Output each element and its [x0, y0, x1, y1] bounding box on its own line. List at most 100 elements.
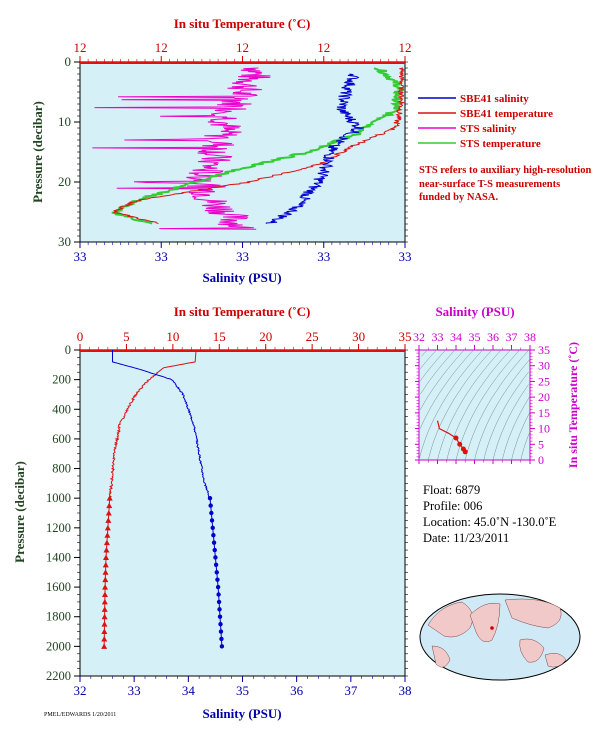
ts-temp-tick-label: 25	[538, 374, 550, 388]
top-sal-tick-label: 33	[317, 249, 330, 264]
bottom-temperature-marker	[101, 628, 108, 635]
location-row: Location: 45.0˚N -130.0˚E	[423, 514, 556, 530]
top-sal-tick-label: 33	[74, 249, 87, 264]
bottom-salinity-marker	[211, 540, 217, 545]
ts-title: Salinity (PSU)	[435, 304, 514, 319]
bottom-salinity-marker	[217, 607, 222, 612]
bottom-temperature-marker	[101, 643, 108, 649]
ts-temp-tick-label: 5	[538, 437, 544, 451]
ts-isopycnal-line	[419, 349, 474, 429]
bottom-salinity-marker	[215, 584, 221, 590]
ts-temp-tick-label: 15	[538, 406, 550, 420]
bottom-salinity-marker	[218, 629, 224, 634]
bottom-salinity-marker	[209, 518, 215, 523]
ts-temp-tick-label: 10	[538, 422, 550, 436]
bottom-y-tick-label: 400	[52, 402, 71, 416]
legend-note: STS refers to auxiliary high-resolution …	[419, 165, 592, 203]
top-sal-tick-label: 33	[399, 249, 412, 264]
bottom-sal-tick-label: 34	[182, 683, 196, 698]
bottom-salinity-marker	[218, 621, 223, 627]
ts-isopycnal-line	[421, 349, 428, 357]
ts-isopycnal-line	[420, 349, 456, 395]
top-temp-tick-label: 12	[317, 40, 330, 55]
ts-sal-tick-label: 37	[506, 330, 518, 344]
ts-isopycnal-line	[520, 431, 531, 461]
bottom-y-tick-label: 200	[52, 373, 71, 387]
bottom-temp-tick-label: 15	[213, 329, 226, 344]
svg-text:SBE41 temperature: SBE41 temperature	[460, 108, 553, 120]
legend-item-sts-salinity: STS salinity	[418, 123, 517, 135]
ts-point	[462, 449, 468, 455]
ts-isopycnal-line	[419, 349, 465, 410]
bottom-salinity-marker	[216, 599, 222, 605]
bottom-salinity-marker	[213, 562, 219, 568]
bottom-sal-tick-label: 37	[344, 683, 358, 698]
bottom-salinity-marker	[209, 510, 214, 516]
bottom-temp-tick-label: 30	[352, 329, 365, 344]
bottom-plot-area	[79, 349, 406, 677]
svg-text:STS temperature: STS temperature	[460, 138, 541, 150]
top-y-tick-label: 10	[58, 114, 71, 129]
bottom-temperature-marker	[101, 613, 108, 620]
float-info: Float: 6879 Profile: 006 Location: 45.0˚…	[423, 482, 556, 546]
bottom-temperature-marker	[106, 502, 113, 509]
float-label: Float:	[423, 483, 453, 497]
bottom-salinity-marker	[214, 570, 219, 575]
ts-isopycnal-line	[474, 359, 530, 461]
bottom-temperature-marker	[101, 621, 108, 627]
ts-temp-tick-label: 35	[538, 343, 550, 357]
ts-sal-tick-label: 34	[450, 330, 462, 344]
bottom-temperature-marker	[102, 576, 109, 583]
top-y-label: Pressure (decibar)	[30, 101, 45, 203]
ts-sal-tick-label: 38	[524, 330, 536, 344]
bottom-temp-tick-label: 35	[399, 329, 412, 344]
bottom-salinity-marker	[207, 495, 213, 501]
location-label: Location:	[423, 515, 471, 529]
bottom-sal-label: Salinity (PSU)	[202, 706, 281, 721]
top-sal-label: Salinity (PSU)	[202, 270, 281, 285]
bottom-temperature-marker	[102, 584, 109, 590]
bottom-sal-tick-label: 32	[74, 683, 87, 698]
bottom-sal-tick-label: 36	[290, 683, 304, 698]
bottom-salinity-marker	[213, 555, 218, 560]
ts-isopycnal-line	[419, 349, 437, 370]
bottom-y-tick-label: 800	[52, 462, 71, 476]
bottom-temperature-marker	[103, 539, 110, 546]
bottom-temperature-marker	[106, 495, 113, 501]
top-temp-tick-label: 12	[155, 40, 168, 55]
profile-label: Profile:	[423, 499, 461, 513]
bottom-temperature-marker	[101, 591, 108, 597]
ts-plot-area	[418, 349, 531, 461]
ts-sal-tick-label: 36	[487, 330, 499, 344]
location-value: 45.0˚N -130.0˚E	[474, 515, 557, 529]
legend-item-sbe-salinity: SBE41 salinity	[418, 93, 529, 105]
bottom-temp-title: In situ Temperature (˚C)	[174, 304, 311, 319]
bottom-temperature-marker	[103, 547, 110, 553]
ts-sal-tick-label: 33	[432, 330, 444, 344]
top-sal-tick-label: 33	[236, 249, 249, 264]
bottom-salinity-marker	[208, 503, 213, 508]
bottom-temperature-marker	[103, 554, 109, 560]
ts-isopycnal-line	[511, 412, 530, 461]
bottom-salinity-marker	[212, 547, 217, 553]
profile-row: Profile: 006	[423, 498, 556, 514]
legend: SBE41 salinity SBE41 temperature STS sal…	[418, 93, 553, 150]
top-temp-tick-label: 12	[399, 40, 412, 55]
top-chart: 12 12 12 12 12 33 33 33 33 33 0 10 20 30 In situ Temp…	[30, 16, 412, 285]
bottom-temp-tick-label: 20	[259, 329, 272, 344]
bottom-y-tick-label: 2200	[46, 669, 71, 683]
top-y-tick-label: 0	[65, 54, 72, 69]
ts-isopycnal-line	[455, 349, 520, 461]
bottom-temperature-marker	[101, 598, 108, 605]
bottom-y-tick-label: 1200	[46, 521, 71, 535]
ts-temp-tick-label: 0	[538, 453, 544, 467]
legend-item-sts-temperature: STS temperature	[418, 138, 541, 150]
footer-credit: PMEL/EDWARDS 1/20/2011	[44, 712, 117, 718]
bottom-temp-tick-label: 0	[77, 329, 84, 344]
top-series-sbe-temperature	[112, 67, 406, 224]
profile-value: 006	[463, 499, 483, 513]
top-series-sts-temperature	[111, 67, 405, 225]
bottom-temperature-marker	[102, 561, 109, 568]
ts-temp-tick-label: 20	[538, 390, 550, 404]
